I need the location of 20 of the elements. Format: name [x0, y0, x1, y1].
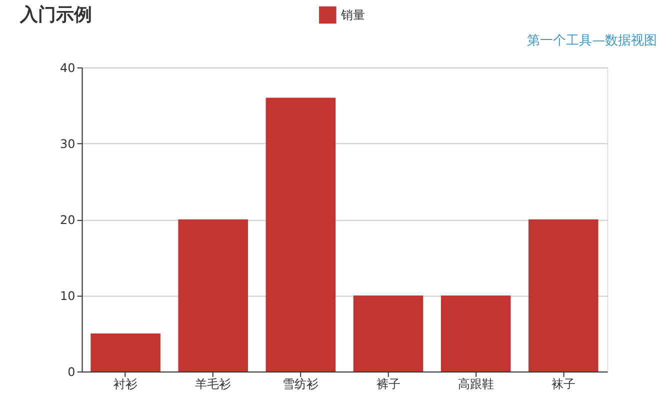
bar [528, 219, 598, 372]
bar [178, 219, 248, 372]
y-tick-label: 20 [60, 212, 76, 227]
y-tick-label: 30 [60, 136, 76, 151]
y-tick-label: 0 [68, 364, 76, 379]
text: 第一个工具—数据视图 [527, 33, 658, 48]
y-tick-label: 40 [60, 60, 76, 75]
x-tick-label: 裤子 [376, 376, 400, 391]
x-tick-label: 高跟鞋 [458, 376, 494, 391]
bar [90, 333, 160, 372]
bar [440, 295, 511, 372]
x-tick-label: 雪纺衫 [282, 376, 319, 391]
chart-title: 入门示例 [18, 4, 92, 26]
bar [266, 98, 336, 372]
y-tick-label: 10 [60, 288, 76, 303]
x-tick-label: 羊毛衫 [195, 376, 232, 391]
x-tick-label: 衬衫 [114, 376, 138, 391]
bar [353, 295, 424, 372]
legend-label: 销量 [340, 8, 366, 22]
x-tick-label: 袜子 [551, 376, 576, 391]
